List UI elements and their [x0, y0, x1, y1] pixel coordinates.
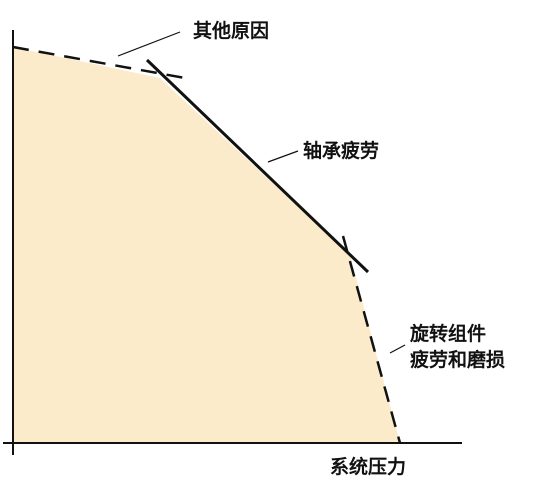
bearing-fatigue-label: 轴承疲劳: [303, 139, 379, 162]
rotating-parts-label-line1: 旋转组件: [409, 322, 486, 345]
rotating-parts-line: [341, 235, 402, 444]
other-causes-line: [12, 45, 186, 80]
rotating-parts-label-line2: 疲劳和磨损: [410, 348, 505, 371]
other-causes-leader: [117, 31, 181, 57]
safe-operating-region: [13, 47, 400, 443]
x-axis-label: 系统压力: [330, 455, 406, 477]
bearing-fatigue-leader: [267, 150, 299, 163]
bearing-fatigue-line: [145, 58, 370, 274]
other-causes-label: 其他原因: [193, 19, 269, 42]
rotating-parts-leader: [389, 344, 406, 354]
